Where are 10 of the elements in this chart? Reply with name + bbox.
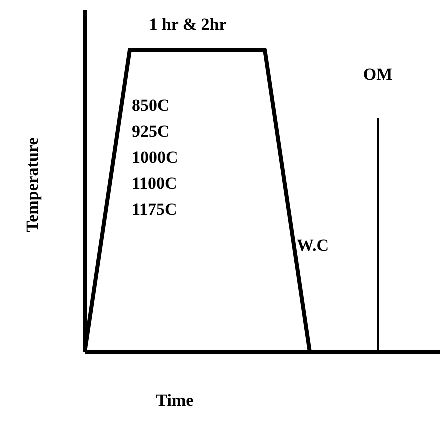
annotation: W.C bbox=[297, 236, 329, 255]
y-axis-title: Temperature bbox=[23, 137, 42, 232]
annotation: 1100C bbox=[132, 174, 178, 193]
annotation: 1175C bbox=[132, 200, 178, 219]
annotation: 925C bbox=[132, 122, 170, 141]
annotation: 850C bbox=[132, 96, 170, 115]
annotation: 1000C bbox=[132, 148, 178, 167]
text: OM bbox=[363, 65, 393, 84]
text: 1 hr & 2hr bbox=[149, 15, 228, 34]
x-axis-title: Time bbox=[156, 391, 194, 410]
